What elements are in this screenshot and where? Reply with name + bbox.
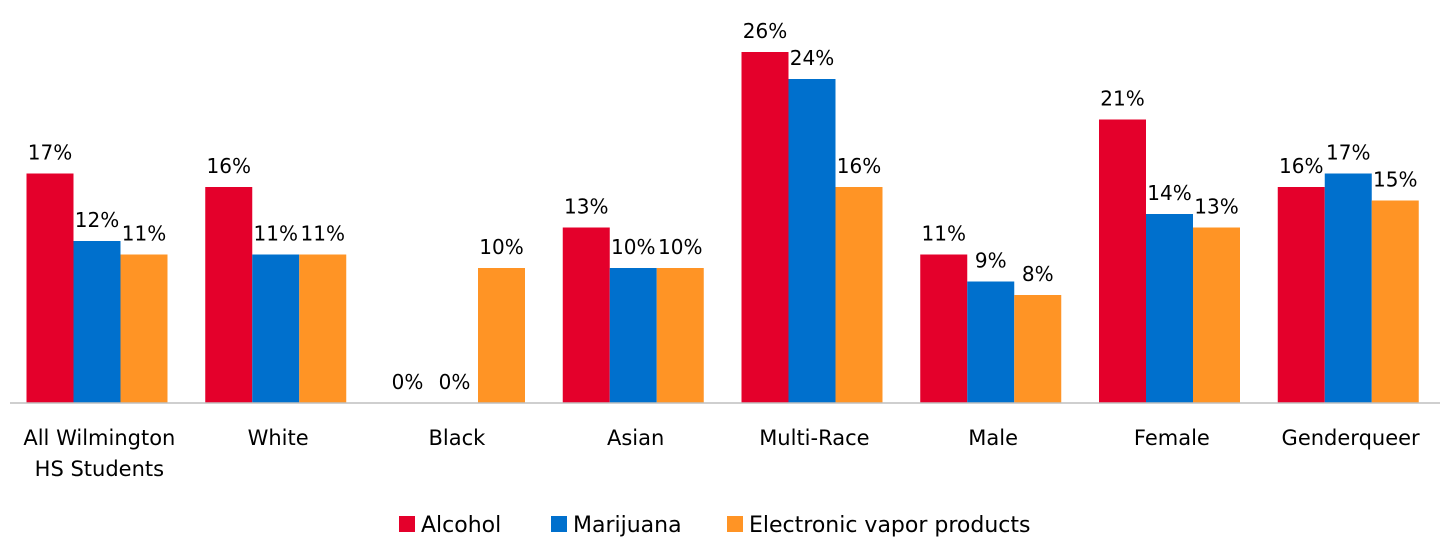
data-label-marijuana-genderqueer: 17% (1326, 141, 1370, 165)
data-label-electronic-vapor-products-white: 11% (301, 222, 345, 246)
value-labels-layer: 17%12%11%16%11% 11%0% 0%10%13%10% 10%26%24%… (28, 19, 1418, 394)
bar-marijuana-male (967, 281, 1015, 403)
bar-electronic-vapor-products-white (299, 254, 347, 403)
category-label-female: Female (1134, 426, 1210, 450)
data-label-marijuana-female: 14% (1147, 181, 1191, 205)
data-label-marijuana-white: 11% (254, 222, 298, 246)
data-label-alcohol-male: 11% (922, 222, 966, 246)
bar-alcohol-all-wilmington-hs-students (26, 173, 74, 403)
category-label-white: White (248, 426, 309, 450)
category-label-male: Male (968, 426, 1018, 450)
bar-marijuana-all-wilmington-hs-students (73, 241, 121, 403)
legend-swatch-electronic-vapor-products (727, 516, 743, 532)
data-label-alcohol-female: 21% (1100, 87, 1144, 111)
bar-alcohol-asian (562, 227, 610, 403)
data-label-marijuana-male: 9% (975, 249, 1007, 273)
bar-alcohol-genderqueer (1277, 187, 1325, 403)
bar-electronic-vapor-products-genderqueer (1371, 200, 1419, 403)
data-label-alcohol-black: 0% (392, 370, 424, 394)
data-label-alcohol-asian: 13% (564, 195, 608, 219)
bar-marijuana-female (1146, 214, 1193, 403)
legend-label-alcohol: Alcohol (421, 513, 501, 538)
category-label-multi-race: Multi-Race (759, 426, 869, 450)
category-labels-layer: All Wilmington HS Students White Black Asian… (23, 426, 1420, 481)
legend-label-marijuana: Marijuana (573, 513, 682, 538)
data-label-electronic-vapor-products-asian: 10% (658, 235, 702, 259)
data-label-electronic-vapor-products-multi-race: 16% (837, 154, 881, 178)
bar-marijuana-multi-race (788, 79, 836, 403)
bar-electronic-vapor-products-male (1014, 295, 1062, 403)
legend: Alcohol Marijuana Electronic vapor product… (399, 513, 1030, 538)
bar-alcohol-male (920, 254, 968, 403)
data-label-electronic-vapor-products-black: 10% (479, 235, 523, 259)
bar-alcohol-white (205, 187, 253, 403)
data-label-alcohol-multi-race: 26% (743, 19, 787, 43)
bars-layer (26, 52, 1419, 403)
bar-electronic-vapor-products-black (478, 268, 525, 403)
data-label-alcohol-all-wilmington-hs-students: 17% (28, 141, 72, 165)
data-label-alcohol-genderqueer: 16% (1279, 154, 1323, 178)
bar-electronic-vapor-products-female (1193, 227, 1240, 403)
legend-label-electronic-vapor-products: Electronic vapor products (749, 513, 1030, 538)
data-label-marijuana-multi-race: 24% (790, 46, 834, 70)
category-label-genderqueer: Genderqueer (1282, 426, 1420, 450)
data-label-electronic-vapor-products-male: 8% (1022, 262, 1054, 286)
data-label-electronic-vapor-products-all-wilmington-hs-students: 11% (122, 222, 166, 246)
category-label-asian: Asian (607, 426, 664, 450)
legend-swatch-alcohol (399, 516, 415, 532)
bar-alcohol-female (1099, 119, 1146, 403)
bar-marijuana-asian (609, 268, 657, 403)
bar-electronic-vapor-products-asian (656, 268, 704, 403)
data-label-marijuana-all-wilmington-hs-students: 12% (75, 208, 119, 232)
category-label-all-wilmington-hs-students: All Wilmington HS Students (23, 426, 175, 481)
data-label-marijuana-black: 0% (439, 370, 471, 394)
bar-alcohol-multi-race (741, 52, 789, 403)
category-label-black: Black (428, 426, 486, 450)
data-label-electronic-vapor-products-genderqueer: 15% (1373, 168, 1417, 192)
bar-electronic-vapor-products-all-wilmington-hs-students (120, 254, 168, 403)
data-label-marijuana-asian: 10% (611, 235, 655, 259)
bar-marijuana-white (252, 254, 300, 403)
legend-swatch-marijuana (551, 516, 567, 532)
data-label-alcohol-white: 16% (207, 154, 251, 178)
bar-electronic-vapor-products-multi-race (835, 187, 883, 403)
data-label-electronic-vapor-products-female: 13% (1194, 195, 1238, 219)
bar-marijuana-genderqueer (1324, 173, 1372, 403)
